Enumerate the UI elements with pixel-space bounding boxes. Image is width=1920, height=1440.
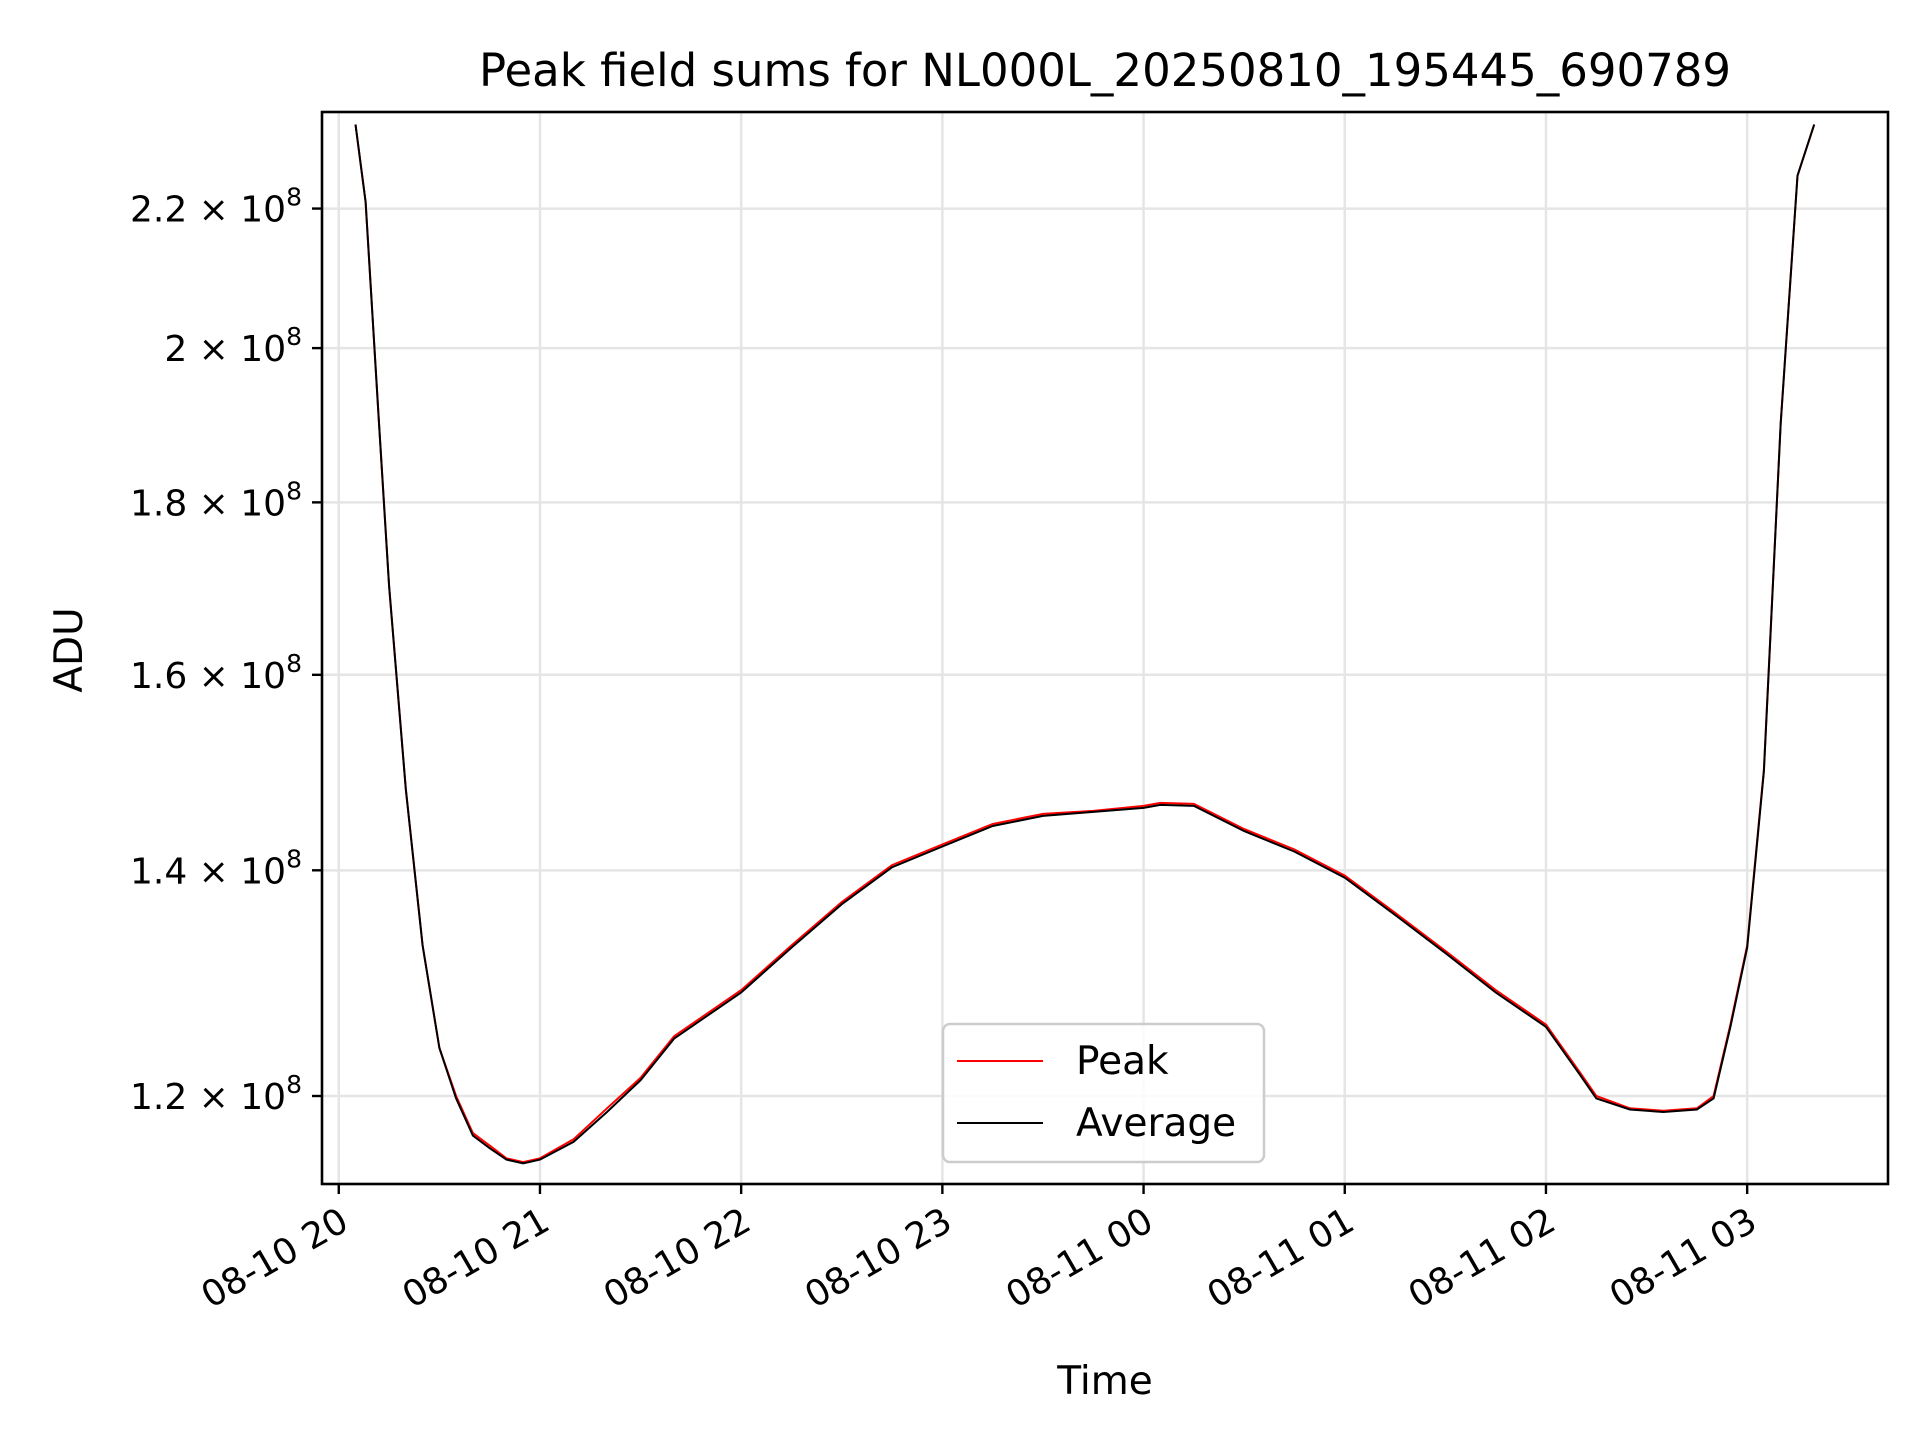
y-axis-label: ADU <box>47 607 92 692</box>
x-tick-label: 08-11 00 <box>999 1200 1160 1316</box>
series-line-average <box>354 124 1816 1165</box>
y-tick-label: 1.6 × 108 <box>130 649 302 697</box>
legend-label-average: Average <box>1076 1101 1236 1146</box>
y-axis-ticks: 1.2 × 108 1.4 × 108 1.6 × 108 1.8 × 108 2 × … <box>130 183 322 1118</box>
series-layer <box>354 124 1816 1165</box>
series-line-peak <box>354 124 1816 1164</box>
x-axis-ticks: 08-10 20 08-10 21 08-10 22 08-10 23 08-11 00… <box>195 1184 1764 1317</box>
y-tick-label: 2.2 × 108 <box>130 183 302 231</box>
x-tick-label: 08-10 21 <box>396 1200 557 1316</box>
legend-label-peak: Peak <box>1076 1039 1169 1084</box>
legend: Peak Average <box>941 1022 1266 1164</box>
grid-layer <box>322 112 1888 1184</box>
y-tick-label: 1.2 × 108 <box>130 1070 302 1118</box>
legend-box <box>941 1022 1266 1164</box>
y-tick-label: 2 × 108 <box>164 322 302 370</box>
x-tick-label: 08-11 03 <box>1603 1200 1764 1316</box>
x-tick-label: 08-11 02 <box>1402 1200 1563 1316</box>
x-tick-label: 08-10 20 <box>195 1200 356 1316</box>
x-tick-label: 08-10 22 <box>597 1200 758 1316</box>
x-tick-label: 08-11 01 <box>1201 1200 1362 1316</box>
y-tick-label: 1.8 × 108 <box>130 476 302 524</box>
plot-frame <box>320 110 1890 1186</box>
chart-title: Peak field sums for NL000L_20250810_1954… <box>479 44 1731 97</box>
x-axis-label: Time <box>1056 1359 1152 1404</box>
x-tick-label: 08-10 23 <box>798 1200 959 1316</box>
y-tick-label: 1.4 × 108 <box>130 844 302 892</box>
